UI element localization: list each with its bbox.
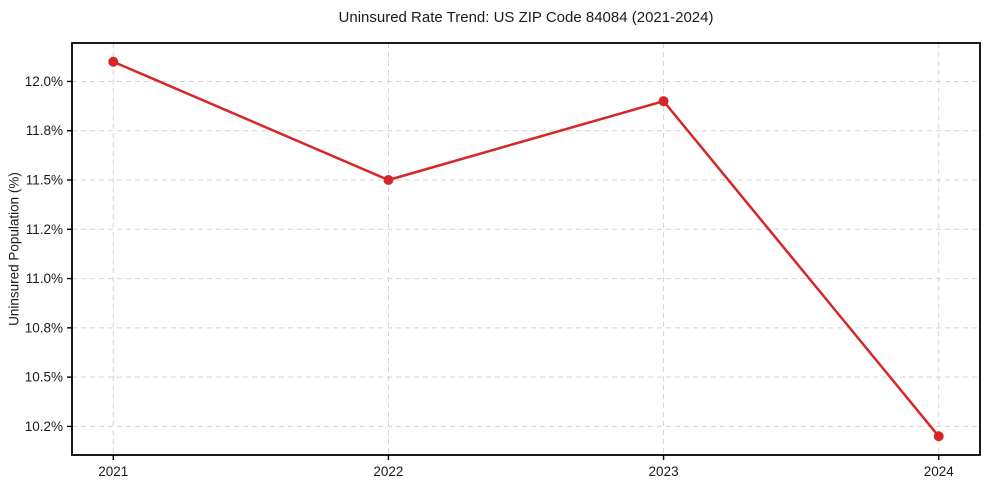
x-tick-label: 2021 [98,464,128,479]
y-tick-label: 10.8% [25,320,63,335]
x-tick-label: 2022 [373,464,403,479]
data-point-2021 [108,56,119,67]
y-tick-label: 11.0% [26,271,63,286]
axes-spines [71,42,981,456]
data-point-2024 [933,431,944,442]
trend-line [112,60,940,438]
y-tick-label: 10.2% [25,419,63,434]
data-point-2022 [383,175,394,186]
y-tick-label: 10.5% [25,370,63,385]
y-tick-label: 11.2% [26,222,63,237]
chart-title: Uninsured Rate Trend: US ZIP Code 84084 … [338,9,714,26]
y-tick-label: 12.0% [25,74,63,89]
y-tick-label: 11.5% [26,173,63,188]
x-tick-label: 2023 [649,464,679,479]
y-tick-label: 11.8% [26,123,63,138]
data-point-2023 [658,96,669,107]
x-tick-label: 2024 [924,464,955,479]
